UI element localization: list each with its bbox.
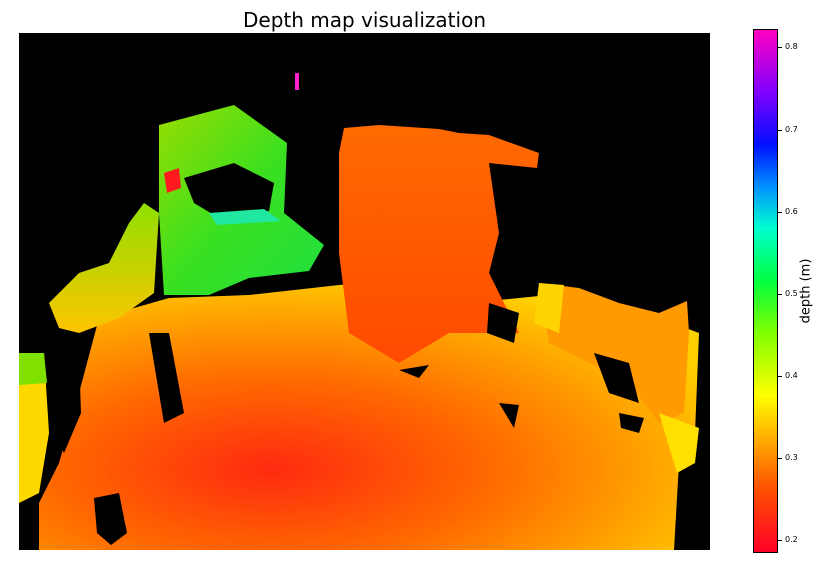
colorbar-tick-label: 0.4 [785,371,798,380]
colorbar-tick-label: 0.7 [785,125,798,134]
red-spot [164,168,181,193]
hole-8 [499,403,519,428]
foreground-surface [39,283,699,550]
colorbar [753,29,778,553]
left-clutter [49,203,159,333]
colorbar-label: depth (m) [798,258,814,324]
left-edge-top [19,353,47,385]
colorbar-tick-label: 0.2 [785,535,798,544]
right-yellow-edge [659,413,699,473]
hole-6 [619,413,644,433]
colorbar-tick-label: 0.3 [785,453,798,462]
magenta-outlier [295,73,299,90]
colorbar-tick-label: 0.8 [785,42,798,51]
colorbar-tick [778,540,782,541]
hole-7 [399,365,429,378]
hole-1 [149,333,184,423]
chart-title: Depth map visualization [243,8,486,32]
right-object [539,283,689,423]
colorbar-tick-label: 0.6 [785,207,798,216]
hole-5 [594,353,639,403]
right-top-yellow [534,283,564,333]
colorbar-tick [778,212,782,213]
colorbar-tick [778,376,782,377]
hole-3 [54,353,81,453]
colorbar-tick [778,294,782,295]
depth-map-image [19,33,710,550]
colorbar-tick [778,130,782,131]
green-box-inner-wall [209,209,281,225]
depth-map-svg [19,73,699,550]
colorbar-tick-label: 0.5 [785,289,798,298]
colorbar-tick [778,458,782,459]
green-box-interior [184,163,274,218]
hole-4 [487,303,519,343]
colorbar-gradient [754,30,777,552]
colorbar-tick [778,47,782,48]
hole-2 [94,493,127,545]
left-edge-strip [19,353,49,503]
